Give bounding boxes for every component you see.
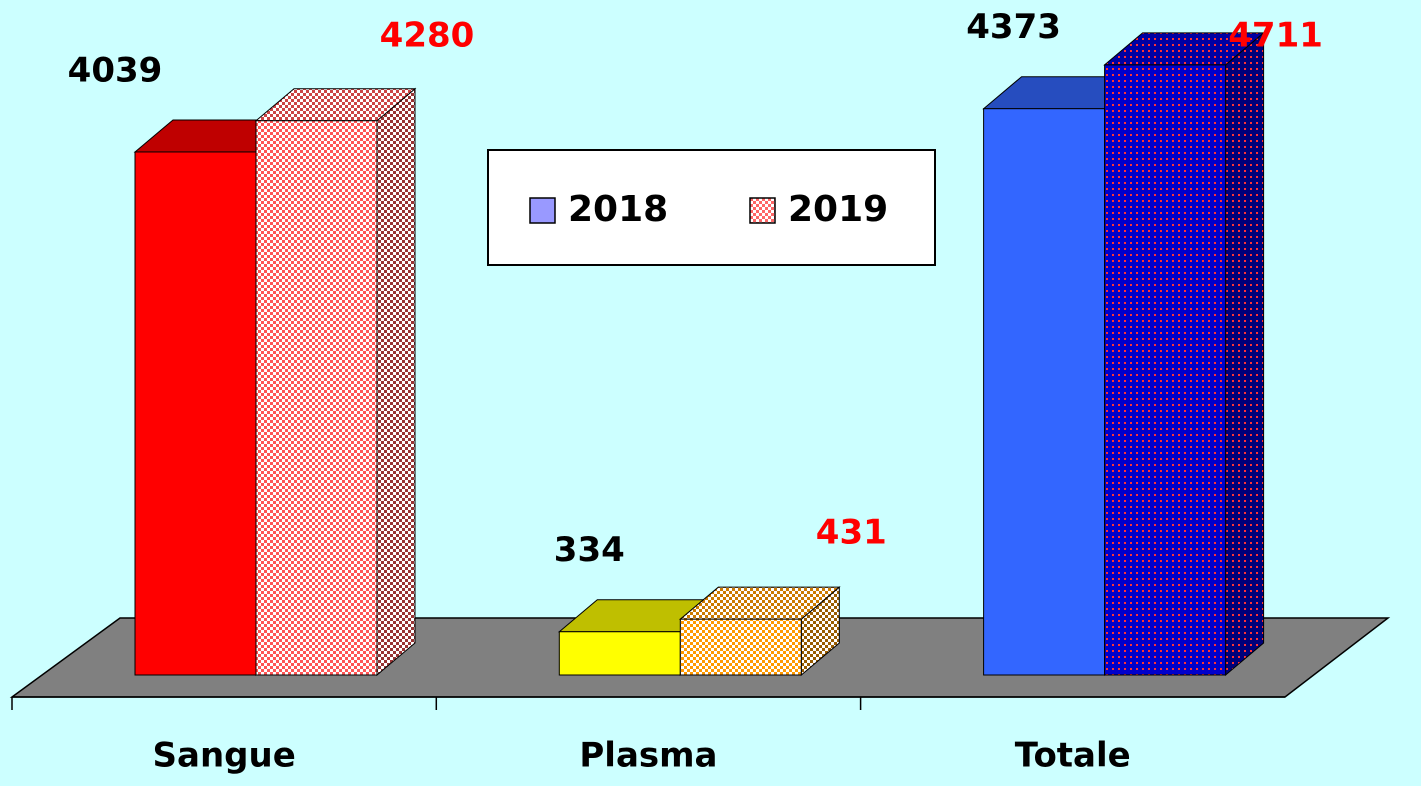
bar-front [1104,64,1227,676]
data-label: 4280 [380,16,475,56]
data-label: 334 [554,530,625,570]
legend-box [487,149,936,266]
bar-side [1225,31,1265,677]
legend-label: 2019 [788,189,888,230]
legend-swatch [749,197,776,224]
legend-swatch [529,197,556,224]
bar-side [376,87,416,677]
bar-front [558,631,681,676]
bar-front [983,108,1106,676]
bar [254,87,417,677]
data-label: 4711 [1228,16,1323,56]
bar-front [134,151,257,676]
bar [1103,31,1265,677]
bar [678,586,841,677]
x-tick-label: Plasma [579,736,717,776]
data-label: 4039 [68,50,163,90]
x-tick-label: Sangue [153,736,296,776]
x-tick-label: Totale [1015,736,1131,776]
data-label: 431 [816,513,887,553]
bar-front [679,618,802,676]
legend-label: 2018 [568,189,668,230]
data-label: 4373 [966,7,1061,47]
bar-front [255,120,378,676]
